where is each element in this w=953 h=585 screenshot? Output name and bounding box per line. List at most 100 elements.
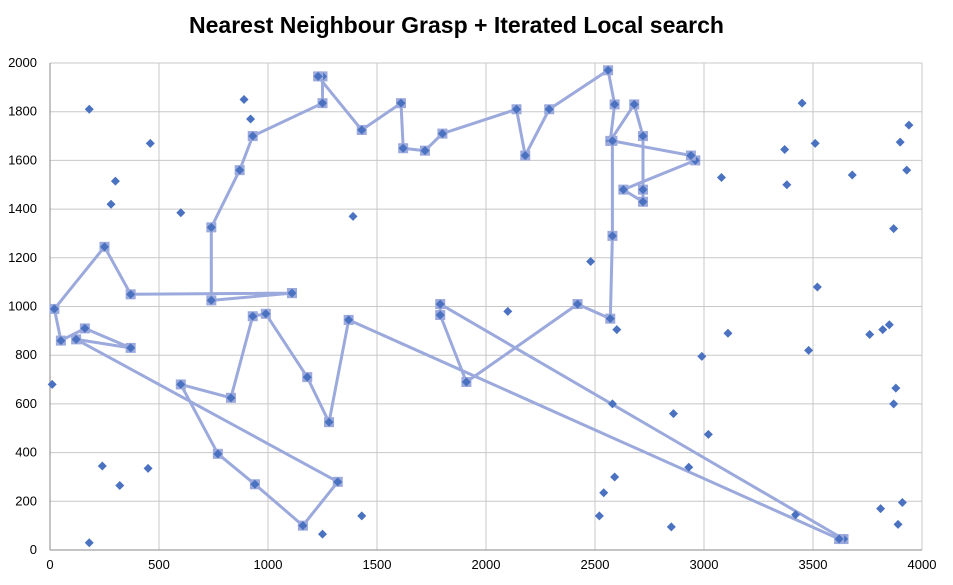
route-node [318, 98, 327, 108]
route-node [618, 185, 628, 195]
data-point [684, 462, 694, 472]
route-node [396, 98, 406, 108]
route-node [126, 343, 136, 353]
data-point [84, 104, 94, 114]
data-point [97, 461, 107, 471]
data-point [780, 144, 790, 154]
x-tick-label: 3000 [690, 557, 719, 572]
route-node [512, 104, 522, 114]
y-tick-label: 1000 [8, 299, 37, 314]
route-node [71, 334, 81, 344]
data-point [904, 120, 914, 130]
route-node [629, 99, 639, 109]
route-node [313, 71, 323, 81]
data-point [891, 383, 901, 393]
y-tick-label: 1200 [8, 250, 37, 265]
data-point [865, 330, 875, 340]
y-tick-label: 600 [15, 396, 37, 411]
x-tick-label: 2000 [472, 557, 501, 572]
data-point [503, 306, 513, 316]
data-point [586, 256, 596, 266]
data-point [902, 165, 912, 175]
data-point [115, 480, 125, 490]
route-node [126, 289, 136, 299]
data-point [876, 504, 886, 514]
data-point [893, 519, 903, 529]
data-point [106, 199, 116, 209]
x-tick-label: 0 [46, 557, 53, 572]
data-point [782, 180, 792, 190]
route-node [49, 304, 59, 314]
data-points [47, 65, 914, 548]
data-point [697, 351, 707, 361]
y-tick-label: 400 [15, 445, 37, 460]
route-node [605, 314, 615, 324]
y-tick-label: 2000 [8, 55, 37, 70]
data-point [791, 510, 801, 520]
data-point [889, 224, 899, 234]
route-node [357, 125, 367, 135]
data-point [897, 498, 907, 508]
data-point [666, 522, 676, 532]
x-tick-label: 2500 [581, 557, 610, 572]
route-node [206, 222, 216, 232]
x-tick-label: 500 [148, 557, 170, 572]
data-point [143, 463, 153, 473]
route-node [638, 131, 648, 141]
route-node [213, 449, 223, 459]
route-node [638, 185, 648, 195]
data-point [145, 138, 155, 148]
route-node [607, 231, 617, 241]
data-point [84, 538, 94, 548]
x-tick-label: 4000 [908, 557, 937, 572]
route-node [420, 146, 430, 156]
data-point [723, 328, 733, 338]
route-node [544, 104, 554, 114]
data-point [847, 170, 857, 180]
data-point [594, 511, 604, 521]
data-point [612, 325, 622, 335]
x-tick-label: 1000 [254, 557, 283, 572]
data-point [610, 472, 620, 482]
data-point [110, 176, 120, 186]
data-point [810, 138, 820, 148]
route-node [226, 393, 236, 403]
route-node [638, 197, 648, 207]
route-node [344, 315, 354, 325]
data-point [878, 325, 888, 335]
route-node [435, 299, 445, 309]
route-node [607, 136, 617, 146]
data-point [797, 98, 807, 108]
route-node [324, 417, 334, 427]
data-point [357, 511, 367, 521]
data-point [607, 399, 617, 409]
y-tick-label: 0 [30, 542, 37, 557]
data-point [812, 282, 822, 292]
route-node [834, 534, 844, 544]
data-point [668, 409, 678, 419]
route-lines [52, 68, 845, 541]
x-tick-label: 1500 [363, 557, 392, 572]
route-node [603, 65, 613, 75]
route-node [333, 477, 343, 487]
data-point [47, 379, 57, 389]
y-tick-label: 1400 [8, 201, 37, 216]
route-node [100, 242, 109, 252]
data-point [599, 488, 609, 498]
data-point [716, 172, 726, 182]
route-node [573, 299, 583, 309]
route-node [610, 99, 620, 109]
route-node [56, 336, 66, 346]
y-tick-label: 200 [15, 493, 37, 508]
route-node [206, 295, 216, 305]
route-node [437, 129, 447, 139]
route-node [250, 479, 260, 489]
data-point [348, 211, 358, 221]
data-point [239, 95, 249, 105]
route-node [248, 131, 258, 141]
route-node [461, 377, 471, 387]
route-line [52, 68, 845, 541]
chart-title: Nearest Neighbour Grasp + Iterated Local… [189, 12, 724, 38]
data-point [884, 320, 894, 330]
